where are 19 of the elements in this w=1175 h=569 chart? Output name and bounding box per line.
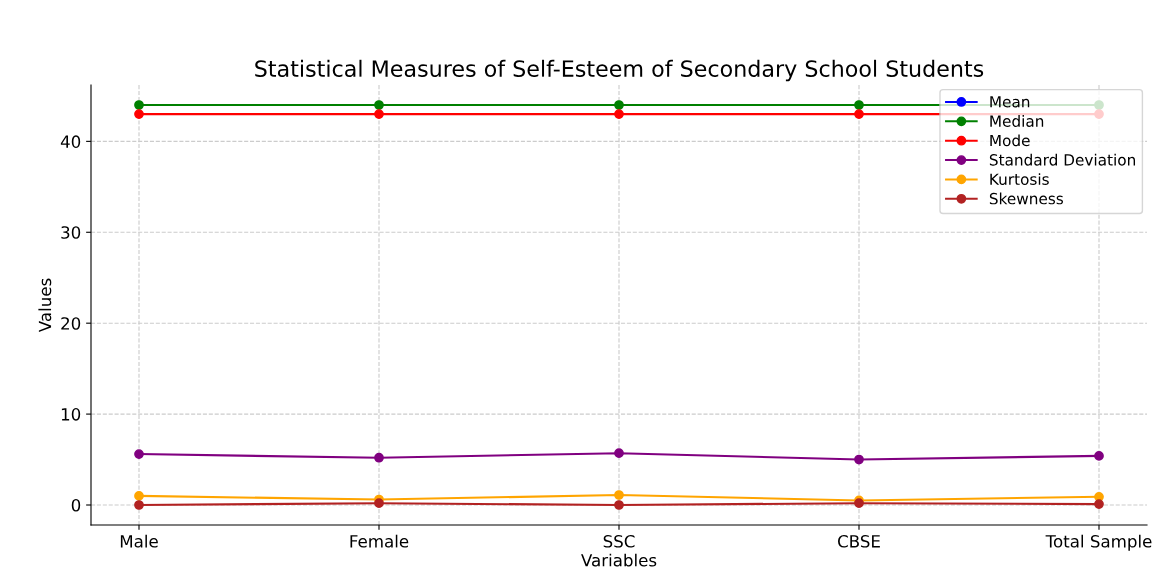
x-tick-label: Total Sample: [1045, 534, 1152, 551]
x-tick-label: CBSE: [837, 535, 880, 548]
y-tick-label: 20: [61, 317, 81, 330]
x-axis-title: Variables: [581, 553, 657, 567]
x-tick-label: Male: [120, 534, 158, 548]
x-tick-label: Female: [350, 534, 409, 548]
y-tick-label: 30: [61, 226, 81, 239]
legend-label: Median: [990, 115, 1044, 127]
y-tick-label: 0: [71, 498, 81, 512]
y-tick-label: 10: [61, 408, 81, 421]
y-tick-label: 40: [60, 135, 81, 148]
legend-label: Standard Deviation: [989, 153, 1136, 166]
y-axis-title: Values: [38, 278, 52, 333]
legend-label: Kurtosis: [990, 173, 1049, 185]
legend-label: Mode: [990, 134, 1030, 147]
x-tick-label: SSC: [603, 535, 635, 548]
chart-title: Statistical Measures of Self-Esteem of Secondary School Students: [255, 59, 984, 82]
legend-label: Skewness: [989, 192, 1064, 205]
legend-label: Mean: [990, 96, 1030, 108]
